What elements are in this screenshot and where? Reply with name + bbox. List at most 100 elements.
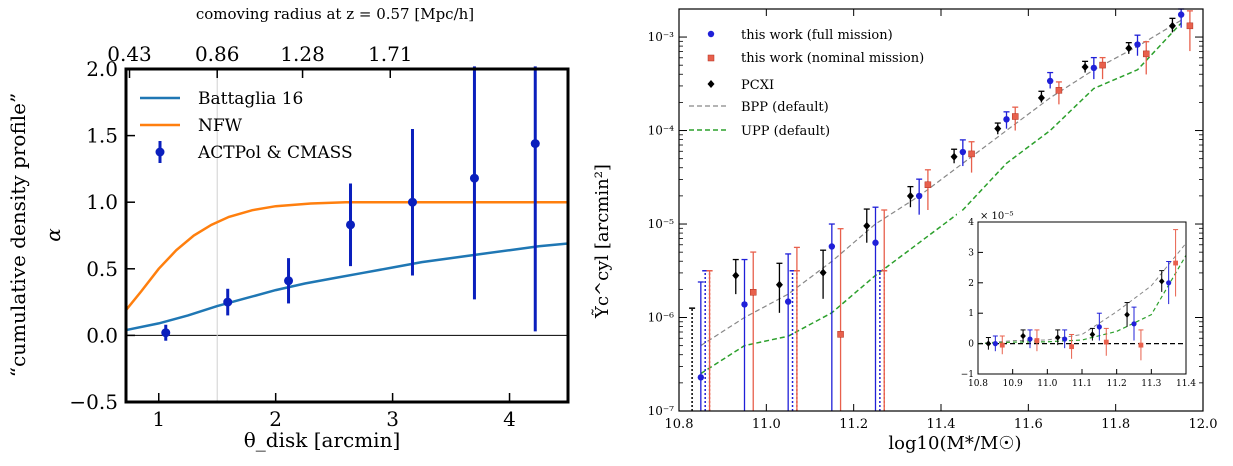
x-tick-label: 4 xyxy=(503,407,516,431)
legend-label-actpol: ACTPol & CMASS xyxy=(197,143,353,163)
data-point xyxy=(732,271,740,280)
inset-y-tick-label: 0 xyxy=(968,340,974,350)
data-point xyxy=(837,331,844,338)
data-point xyxy=(1090,64,1098,72)
inset-point xyxy=(1020,332,1026,340)
data-point xyxy=(741,301,748,308)
left-y-axis-label-line1: “cumulative density profile” xyxy=(6,93,30,377)
inset-chart: 10.8 10.9 11.0 11.1 11.2 11.3 11.4 −1 0 1 2 3 4 × 10… xyxy=(957,211,1196,389)
top-tick-label: 0.43 xyxy=(107,42,152,66)
right-data-points xyxy=(697,8,1194,411)
legend-label-nominal-mission: this work (nominal mission) xyxy=(741,51,924,66)
data-point xyxy=(819,268,827,277)
legend-label-full-mission: this work (full mission) xyxy=(741,28,893,43)
inset-point xyxy=(1124,311,1130,318)
data-point xyxy=(284,276,294,286)
left-top-axis-label: comoving radius at z = 0.57 [Mpc/h] xyxy=(196,5,474,23)
inset-x-tick-label: 11.3 xyxy=(1141,379,1161,389)
inset-x-tick-label: 10.9 xyxy=(1003,379,1023,389)
inset-y-tick-label: 1 xyxy=(968,309,974,319)
right-chart: log10(M*/M☉) Ỹc^cyl [arcmin²] 10.8 11.0 11… xyxy=(591,8,1218,454)
left-x-axis-label: θ_disk [arcmin] xyxy=(244,428,401,452)
data-point xyxy=(968,150,975,158)
inset-y-tick-label: 4 xyxy=(968,218,974,228)
x-tick-label: 2 xyxy=(269,407,282,431)
x-tick-label: 11.0 xyxy=(752,417,781,432)
y-tick-label: 10⁻⁴ xyxy=(648,124,675,138)
right-ticks: 10.8 11.0 11.2 11.4 11.6 11.8 12.0 10⁻⁷ 10⁻⁶ 10⁻⁵… xyxy=(648,9,1218,432)
inset-x-tick-label: 11.1 xyxy=(1072,379,1092,389)
inset-y-tick-label: 3 xyxy=(968,248,974,258)
inset-y-multiplier: × 10⁻⁵ xyxy=(980,211,1014,222)
inset-point xyxy=(1027,336,1033,342)
inset-y-tick-label: −1 xyxy=(961,370,974,380)
inset-curve-upp xyxy=(977,255,1187,345)
legend-label-pcxi: PCXI xyxy=(741,78,774,93)
left-data-points xyxy=(161,66,540,341)
x-tick-label: 1 xyxy=(152,407,165,431)
y-tick-label: 10⁻³ xyxy=(648,30,675,44)
data-point xyxy=(915,192,923,200)
x-tick-label: 12.0 xyxy=(1189,417,1218,432)
inset-point xyxy=(1103,339,1109,345)
inset-curve-bpp xyxy=(977,242,1187,345)
curve-upp-default- xyxy=(700,22,1182,375)
top-tick-label: 0.86 xyxy=(195,42,240,66)
data-point xyxy=(346,220,356,230)
inset-point xyxy=(1166,280,1172,286)
legend-marker-pcxi xyxy=(707,80,715,88)
data-point xyxy=(1168,21,1176,30)
data-point xyxy=(530,139,540,149)
inset-point xyxy=(999,342,1005,348)
left-legend: Battaglia 16 NFW ACTPol & CMASS xyxy=(140,89,353,163)
legend-label-upp: UPP (default) xyxy=(741,124,830,139)
data-point xyxy=(161,328,171,338)
data-point xyxy=(950,152,958,161)
data-point xyxy=(749,289,757,296)
data-point xyxy=(959,148,967,156)
data-point xyxy=(994,124,1002,133)
data-point xyxy=(906,191,914,200)
inset-point xyxy=(1054,334,1061,341)
top-tick-label: 1.28 xyxy=(280,42,325,66)
legend-marker-actpol xyxy=(155,147,165,157)
inset-point xyxy=(1173,260,1178,266)
data-point xyxy=(1046,77,1054,85)
right-plot-frame xyxy=(678,8,1204,412)
data-point xyxy=(775,280,783,289)
inset-curves xyxy=(977,242,1187,345)
inset-frame xyxy=(977,221,1187,375)
inset-background xyxy=(957,212,1195,376)
right-legend: this work (full mission) this work (nomi… xyxy=(689,28,924,139)
y-tick-label: 10⁻⁵ xyxy=(648,217,675,231)
inset-point xyxy=(1034,338,1040,343)
y-tick-label: 10⁻⁷ xyxy=(648,404,675,418)
y-tick-label: 10⁻⁶ xyxy=(648,311,675,325)
right-x-axis-label: log10(M*/M☉) xyxy=(888,433,1021,454)
y-tick-label: 0.0 xyxy=(86,323,118,347)
inset-point xyxy=(992,341,998,347)
top-tick-label: 1.71 xyxy=(368,42,413,66)
x-tick-label: 11.4 xyxy=(927,417,956,432)
data-point xyxy=(1134,41,1141,48)
inset-x-tick-label: 11.2 xyxy=(1107,379,1127,389)
data-point xyxy=(1177,11,1185,18)
data-point xyxy=(1142,50,1150,58)
inset-x-tick-label: 11.0 xyxy=(1037,379,1057,389)
x-tick-label: 11.2 xyxy=(839,417,868,432)
inset-point xyxy=(1089,331,1096,338)
data-point xyxy=(784,298,792,305)
inset-y-tick-label: 2 xyxy=(968,279,974,289)
x-tick-label: 11.8 xyxy=(1101,417,1130,432)
legend-label-battaglia: Battaglia 16 xyxy=(198,89,303,109)
right-y-axis-label: Ỹc^cyl [arcmin²] xyxy=(591,164,613,319)
data-point xyxy=(407,197,417,207)
inset-point xyxy=(1069,344,1074,350)
inset-point xyxy=(985,340,992,347)
data-point xyxy=(1037,93,1045,102)
y-tick-label: 1.5 xyxy=(86,124,118,148)
inset-x-tick-label: 10.8 xyxy=(968,379,988,389)
data-point xyxy=(828,243,836,250)
